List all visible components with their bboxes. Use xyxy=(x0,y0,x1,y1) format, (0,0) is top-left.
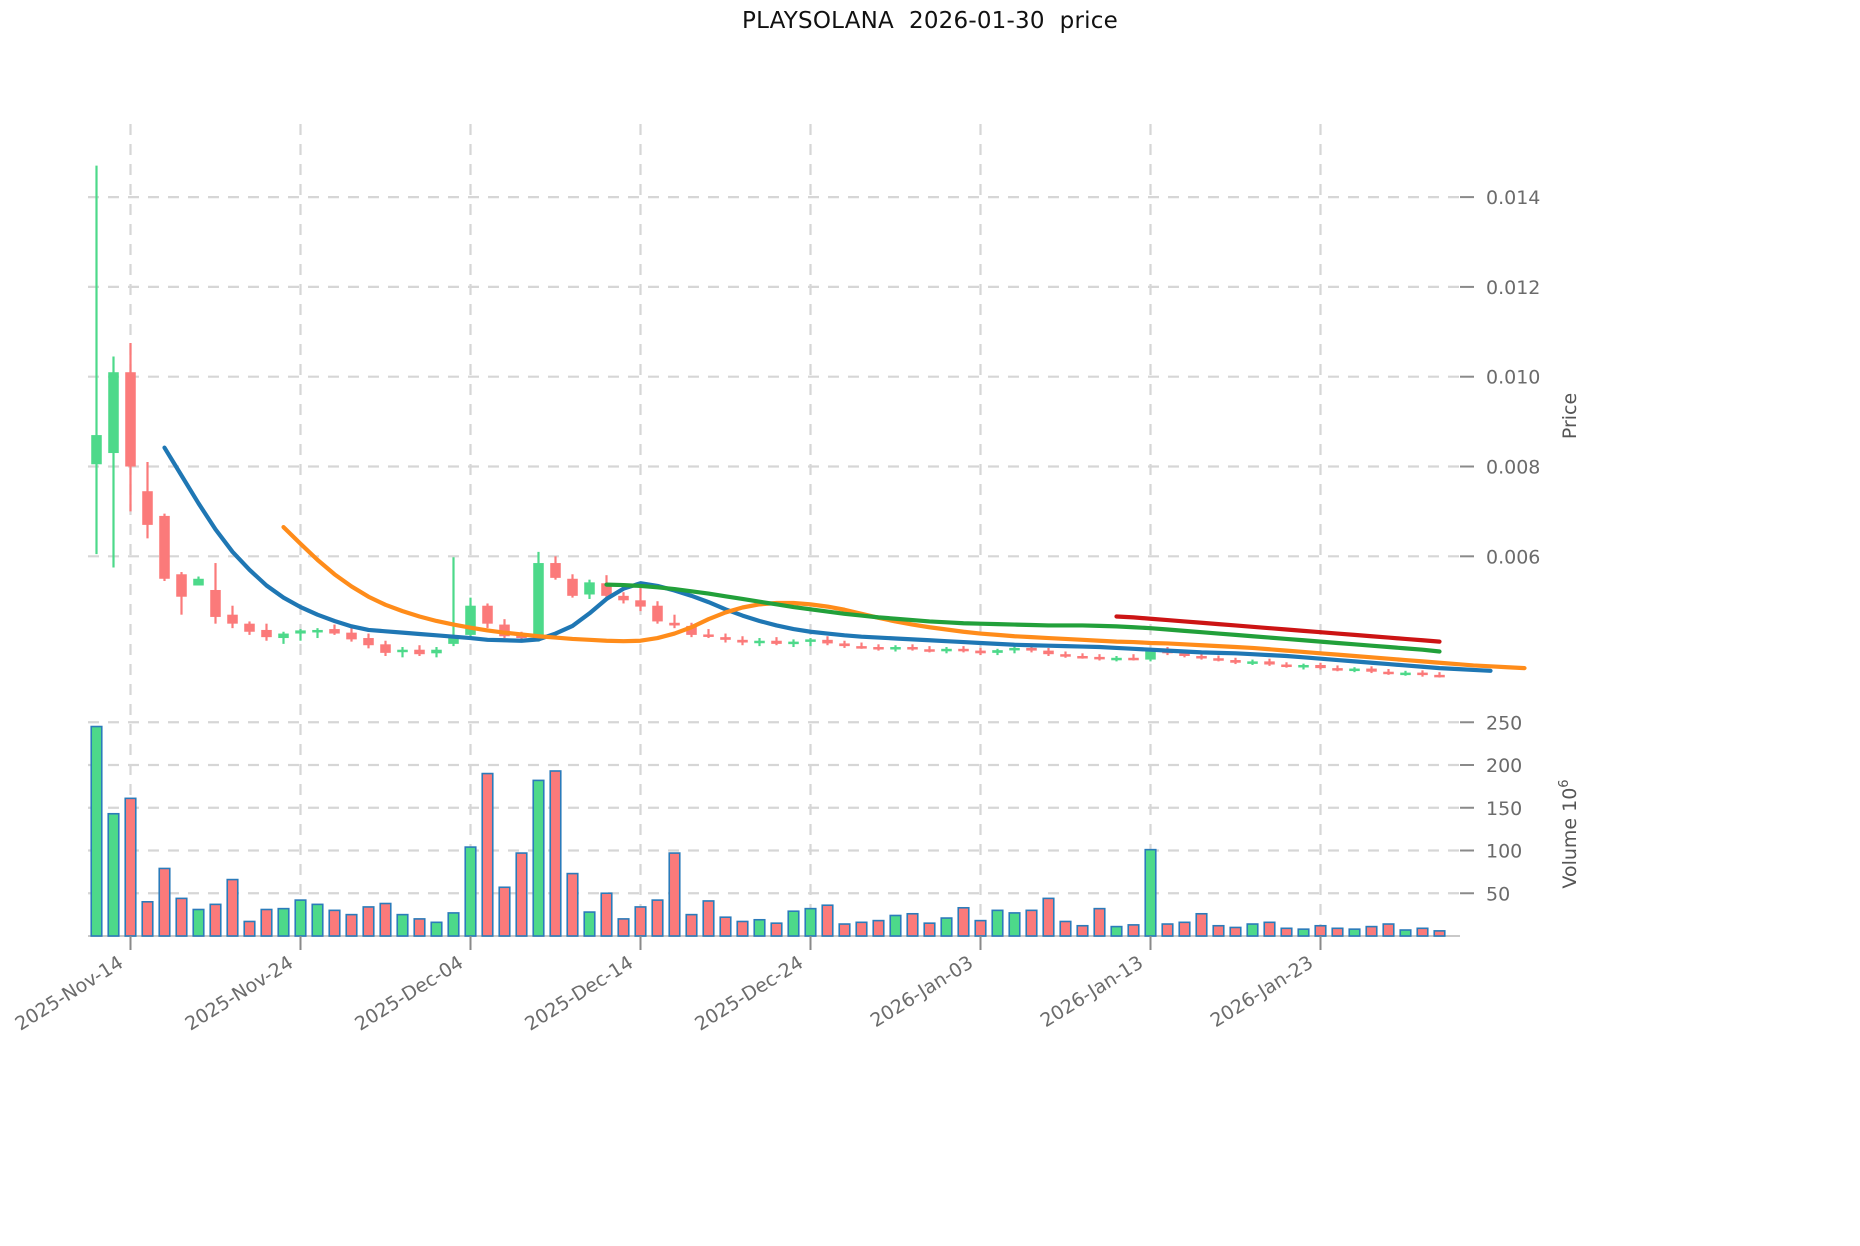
x-axis-tick-label: 2025-Nov-24 xyxy=(181,952,297,1036)
volume-axis-tick-label: 100 xyxy=(1486,841,1522,863)
moving-average-lines xyxy=(162,445,1527,673)
axis-ticks: 0.006 0.008 0.010 0.012 0.014 50 100 150 200 250 2… xyxy=(11,187,1540,1035)
grid-lines xyxy=(88,124,1460,937)
x-axis-tick-label: 2025-Dec-24 xyxy=(691,952,807,1036)
price-axis-tick-label: 0.010 xyxy=(1486,367,1540,389)
x-axis-tick-label: 2026-Jan-03 xyxy=(867,952,978,1032)
x-axis-tick-label: 2025-Dec-04 xyxy=(351,952,467,1036)
price-axis-tick-label: 0.012 xyxy=(1486,277,1540,299)
volume-axis-title: Volume 106 xyxy=(1557,779,1581,888)
volume-bars-series xyxy=(90,725,1446,937)
price-axis-tick-label: 0.008 xyxy=(1486,457,1540,479)
x-axis-tick-label: 2025-Dec-14 xyxy=(521,952,637,1036)
volume-axis-tick-label: 50 xyxy=(1486,883,1510,905)
volume-axis-tick-label: 250 xyxy=(1486,712,1522,734)
x-axis-tick-label: 2026-Jan-23 xyxy=(1207,952,1318,1032)
x-axis-tick-label: 2025-Nov-14 xyxy=(11,952,127,1036)
price-axis-title: Price xyxy=(1559,393,1581,439)
price-axis-tick-label: 0.014 xyxy=(1486,187,1540,209)
svg-text:Volume 106: Volume 106 xyxy=(1557,779,1581,888)
chart-title: PLAYSOLANA 2026-01-30 price xyxy=(742,8,1118,34)
volume-axis-tick-label: 200 xyxy=(1486,755,1522,777)
volume-axis-tick-label: 150 xyxy=(1486,798,1522,820)
x-axis-tick-label: 2026-Jan-13 xyxy=(1037,952,1148,1032)
price-axis-tick-label: 0.006 xyxy=(1486,546,1540,568)
candlestick-series xyxy=(91,165,1445,678)
axis-labels: Price Volume 106 xyxy=(1557,393,1581,889)
